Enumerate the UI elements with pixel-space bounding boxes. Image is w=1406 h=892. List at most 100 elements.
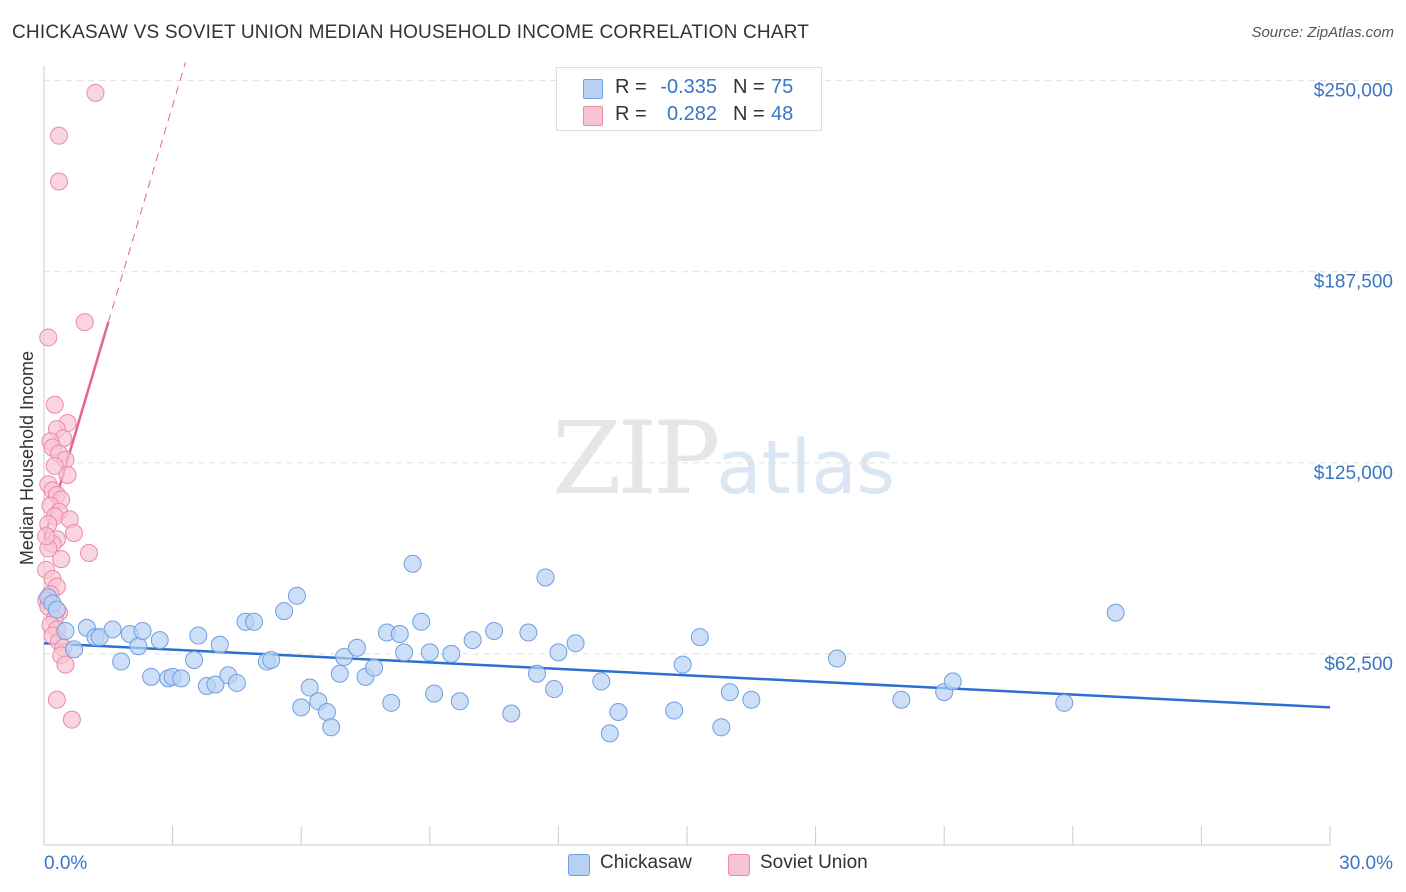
chickasaw-point [412,612,431,631]
chickasaw-swatch [568,854,590,876]
chickasaw-point [450,692,469,711]
soviet-union-point [45,456,64,475]
axes [43,66,1331,846]
chickasaw-point [112,652,131,671]
r-label: R = [615,103,647,125]
legend-row-chickasaw: R = -0.335 N = 75 [557,73,821,101]
chickasaw-point [690,628,709,647]
legend-label: Chickasaw [600,852,692,873]
chickasaw-point [828,649,847,668]
chickasaw-point [600,724,619,743]
chickasaw-point [420,643,439,662]
chickasaw-swatch [583,79,603,99]
chickasaw-point [609,702,628,721]
watermark: ZIPatlas [552,400,895,517]
chickasaw-point [245,612,264,631]
y-tick-label: $250,000 [1314,81,1393,102]
chickasaw-point [665,701,684,720]
chickasaw-point [390,625,409,644]
chickasaw-point [742,690,761,709]
soviet-union-point [56,655,75,674]
soviet-union-point [62,710,81,729]
x-tick-label: 30.0% [1339,853,1393,874]
chickasaw-point [712,718,731,737]
n-label: N = [733,103,765,125]
chickasaw-point [395,643,414,662]
n-label: N = [733,76,765,98]
watermark-atlas: atlas [716,425,896,511]
source-label: Source: ZipAtlas.com [1251,24,1394,41]
chickasaw-point [287,586,306,605]
chickasaw-point [566,634,585,653]
grid-lines [44,80,1394,655]
chickasaw-point [442,644,461,663]
chickasaw-point [720,683,739,702]
soviet-union-trend-extension [107,62,186,323]
x-tick-label: 0.0% [44,853,87,874]
chickasaw-point [262,651,281,670]
chickasaw-point [129,637,148,656]
chickasaw-point [322,718,341,737]
soviet-union-swatch [728,854,750,876]
y-tick-label: $187,500 [1314,272,1393,293]
chickasaw-point [172,669,191,688]
chickasaw-point [292,698,311,717]
chickasaw-point [347,638,366,657]
soviet-union-point [37,527,56,546]
trend-lines [42,62,1331,709]
soviet-union-point [39,328,58,347]
chickasaw-point [317,702,336,721]
y-tick-label: $62,500 [1324,654,1393,675]
chickasaw-point [536,568,555,587]
soviet-union-point [50,126,69,145]
chickasaw-point [519,623,538,642]
y-tick-label: $125,000 [1314,463,1393,484]
chickasaw-point [206,675,225,694]
chickasaw-point [189,626,208,645]
chickasaw-point [502,704,521,723]
n-value: 75 [771,76,794,98]
y-axis-label: Median Household Income [17,351,37,565]
chickasaw-point [403,554,422,573]
chickasaw-point [330,664,349,683]
chickasaw-point [47,600,66,619]
soviet-union-point [65,524,84,543]
chickasaw-point [1055,693,1074,712]
chickasaw-point [943,672,962,691]
chickasaw-point [335,647,354,666]
legend-row-soviet-union: R = 0.282 N = 48 [557,100,821,128]
chickasaw-point [142,667,161,686]
data-points [37,83,1125,743]
chickasaw-point [425,684,444,703]
chickasaw-point [150,631,169,650]
chickasaw-point [485,621,504,640]
chickasaw-point [56,621,75,640]
soviet-union-point [86,83,105,102]
chickasaw-point [549,643,568,662]
soviet-union-swatch [583,106,603,126]
soviet-union-point [80,543,99,562]
chickasaw-point [545,680,564,699]
chart-title: CHICKASAW VS SOVIET UNION MEDIAN HOUSEHO… [12,22,810,43]
watermark-zip: ZIP [552,400,720,517]
soviet-union-point [47,690,66,709]
legend-label: Soviet Union [760,852,868,873]
chickasaw-point [227,673,246,692]
chickasaw-point [463,631,482,650]
soviet-union-point [75,313,94,332]
tick-labels: $62,500 $125,000 $187,500 $250,000 0.0% 30.0% [44,81,1393,874]
chickasaw-point [527,664,546,683]
soviet-union-point [45,395,64,414]
chickasaw-point [592,672,611,691]
chickasaw-point [365,658,384,677]
soviet-union-point [52,550,71,569]
chickasaw-point [185,651,204,670]
correlation-legend: R = -0.335 N = 75 R = 0.282 N = 48 [556,67,822,131]
r-label: R = [615,76,647,98]
soviet-union-point [58,466,77,485]
n-value: 48 [771,103,794,125]
soviet-union-point [50,172,69,191]
chickasaw-point [300,678,319,697]
r-value: -0.335 [660,76,717,98]
